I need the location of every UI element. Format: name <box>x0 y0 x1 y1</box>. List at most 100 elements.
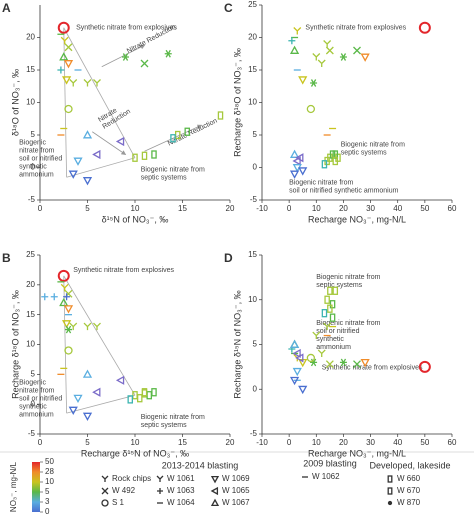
y-tick-label: -5 <box>28 429 36 438</box>
annotation: nitrate from <box>19 148 55 155</box>
x-tick-label: 0 <box>287 204 292 213</box>
data-point <box>64 346 73 355</box>
data-point <box>323 40 332 48</box>
annotation: septic systems <box>141 174 187 181</box>
legend-label: W 1064 <box>167 498 195 507</box>
data-point <box>339 358 347 367</box>
y-tick-label: 5 <box>31 369 36 378</box>
colorbar-tick-label: 0 <box>45 507 50 516</box>
data-point <box>64 104 73 114</box>
data-point <box>82 177 93 186</box>
guide-line <box>63 275 136 396</box>
data-point <box>93 79 101 87</box>
data-point <box>69 322 78 331</box>
data-point <box>60 36 69 45</box>
y-tick-label: 20 <box>248 33 257 42</box>
data-point <box>132 153 138 162</box>
data-point <box>325 360 334 369</box>
data-point <box>141 388 148 397</box>
legend-marker <box>210 498 220 507</box>
y-tick-label: 5 <box>31 130 36 139</box>
data-point <box>339 53 347 61</box>
annotation: Synthetic nitrate from explosives <box>76 25 177 32</box>
legend-label: W 1063 <box>167 486 195 495</box>
data-point <box>69 79 78 87</box>
colorbar-segment <box>32 482 40 492</box>
y-tick-label: -5 <box>28 195 36 204</box>
reduction-arrow <box>144 124 203 152</box>
guide-line <box>63 27 136 158</box>
data-point <box>122 53 129 61</box>
legend-marker <box>101 487 109 495</box>
y-tick-label: 5 <box>253 340 258 349</box>
panel-label: D <box>224 251 233 265</box>
guide-line <box>63 27 67 178</box>
data-point <box>57 66 65 74</box>
data-point <box>312 331 321 340</box>
y-tick-label: 15 <box>26 310 35 319</box>
data-point <box>289 45 300 54</box>
data-point <box>92 387 101 397</box>
data-point <box>151 388 157 397</box>
y-tick-label: 15 <box>248 65 257 74</box>
annotation: soil or nitrified <box>19 396 62 403</box>
data-point <box>327 304 333 313</box>
colorbar-tick-label: 50 <box>45 457 54 466</box>
x-tick-label: 60 <box>448 438 457 447</box>
colorbar-segment <box>32 472 40 482</box>
x-tick-label: 50 <box>420 204 429 213</box>
legend-group-title: 2013-2014 blasting <box>162 460 239 470</box>
x-axis-label: Recharge NO₃⁻, mg-N/L <box>308 214 406 224</box>
legend-marker <box>387 500 393 506</box>
y-axis-label: Recharge δ¹⁵N of NO₃⁻, ‰ <box>232 290 242 398</box>
data-point <box>217 111 224 120</box>
x-tick-label: 5 <box>85 438 90 447</box>
annotation: septic systems <box>316 282 362 289</box>
colorbar-segment <box>32 462 40 472</box>
data-point <box>289 376 300 386</box>
data-point <box>64 43 73 52</box>
data-point <box>293 27 302 35</box>
data-point <box>321 160 328 169</box>
x-axis-label: δ¹⁵N of NO₃⁻, ‰ <box>102 214 169 224</box>
reduction-arrow <box>101 44 146 68</box>
data-point <box>298 167 308 176</box>
legend-label: W 670 <box>397 486 421 495</box>
annotation: synthetic <box>316 336 344 343</box>
x-tick-label: 0 <box>287 438 292 447</box>
colorbar-tick-label: 28 <box>45 467 54 476</box>
panel-label: B <box>2 251 11 265</box>
x-axis-label: Recharge NO₃⁻, mg-N/L <box>308 448 406 458</box>
data-point <box>83 79 92 87</box>
x-tick-label: 40 <box>393 204 402 213</box>
colorbar-tick-label: 5 <box>45 487 50 496</box>
data-point <box>360 53 370 62</box>
data-point <box>310 79 318 87</box>
data-point <box>68 406 78 415</box>
x-tick-label: -10 <box>256 204 268 213</box>
x-tick-label: -10 <box>256 438 268 447</box>
data-point <box>321 309 328 318</box>
data-point <box>327 286 333 295</box>
data-point <box>136 394 143 403</box>
x-tick-label: 10 <box>131 204 140 213</box>
y-tick-label: 20 <box>26 33 35 42</box>
legend-marker <box>156 475 164 482</box>
data-point <box>61 76 72 85</box>
x-tick-label: 10 <box>131 438 140 447</box>
data-point <box>292 367 302 377</box>
x-tick-label: 15 <box>178 204 187 213</box>
data-point <box>310 358 318 367</box>
y-axis-label: Recharge δ¹⁸O of NO₃⁻, ‰ <box>10 290 20 399</box>
y-tick-label: 10 <box>26 340 35 349</box>
x-tick-label: 20 <box>226 204 235 213</box>
y-tick-label: 15 <box>248 250 257 259</box>
guide-line <box>66 394 136 414</box>
data-point <box>164 49 172 58</box>
data-point <box>57 269 70 282</box>
y-tick-label: 25 <box>248 0 257 9</box>
y-tick-label: 0 <box>253 384 258 393</box>
data-point <box>332 156 339 166</box>
data-point <box>60 283 69 292</box>
